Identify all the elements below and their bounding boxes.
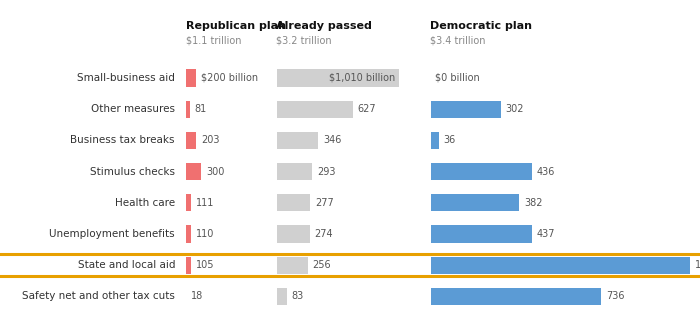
Bar [186, 100, 190, 118]
Bar [0, 254, 700, 276]
Text: 1,118: 1,118 [695, 260, 700, 270]
Text: 627: 627 [358, 104, 376, 114]
Bar [276, 132, 318, 149]
Text: Democratic plan: Democratic plan [430, 21, 533, 31]
Bar [430, 288, 601, 305]
Bar [276, 225, 309, 243]
Text: 736: 736 [606, 291, 625, 301]
Bar [430, 194, 519, 212]
Bar [186, 194, 191, 212]
Text: 105: 105 [196, 260, 214, 270]
Text: 111: 111 [196, 198, 214, 208]
Text: 437: 437 [537, 229, 555, 239]
Text: 274: 274 [314, 229, 333, 239]
Text: Other measures: Other measures [91, 104, 175, 114]
Text: State and local aid: State and local aid [78, 260, 175, 270]
Bar [430, 132, 439, 149]
Bar [186, 256, 191, 274]
Bar [186, 132, 196, 149]
Text: Stimulus checks: Stimulus checks [90, 167, 175, 177]
Text: $1,010 billion: $1,010 billion [328, 73, 395, 83]
Text: 18: 18 [191, 291, 204, 301]
Bar [186, 225, 191, 243]
Text: 300: 300 [206, 167, 225, 177]
Text: Unemployment benefits: Unemployment benefits [50, 229, 175, 239]
Text: Health care: Health care [115, 198, 175, 208]
Text: Already passed: Already passed [276, 21, 372, 31]
Bar [430, 225, 532, 243]
Bar [276, 100, 353, 118]
Text: 346: 346 [323, 135, 342, 145]
Text: Republican plan: Republican plan [186, 21, 286, 31]
Text: 293: 293 [317, 167, 335, 177]
Bar [276, 288, 286, 305]
Text: 256: 256 [312, 260, 331, 270]
Text: 436: 436 [537, 167, 555, 177]
Text: 36: 36 [444, 135, 456, 145]
Text: 83: 83 [291, 291, 304, 301]
Bar [186, 163, 201, 180]
Text: $3.4 trillion: $3.4 trillion [430, 35, 486, 45]
Text: Business tax breaks: Business tax breaks [71, 135, 175, 145]
Text: 203: 203 [201, 135, 220, 145]
Bar [276, 70, 399, 86]
Text: 382: 382 [524, 198, 542, 208]
Bar [276, 256, 307, 274]
Text: 110: 110 [196, 229, 214, 239]
Bar [430, 163, 532, 180]
Text: Small-business aid: Small-business aid [77, 73, 175, 83]
Text: 81: 81 [195, 104, 207, 114]
Text: $200 billion: $200 billion [201, 73, 258, 83]
Text: $1.1 trillion: $1.1 trillion [186, 35, 241, 45]
Text: Safety net and other tax cuts: Safety net and other tax cuts [22, 291, 175, 301]
Bar [430, 100, 500, 118]
Bar [276, 163, 312, 180]
Text: 302: 302 [505, 104, 524, 114]
Bar [276, 194, 310, 212]
Text: 277: 277 [315, 198, 334, 208]
Text: $0 billion: $0 billion [435, 73, 480, 83]
Text: $3.2 trillion: $3.2 trillion [276, 35, 332, 45]
Bar [186, 70, 196, 86]
Bar [430, 256, 690, 274]
